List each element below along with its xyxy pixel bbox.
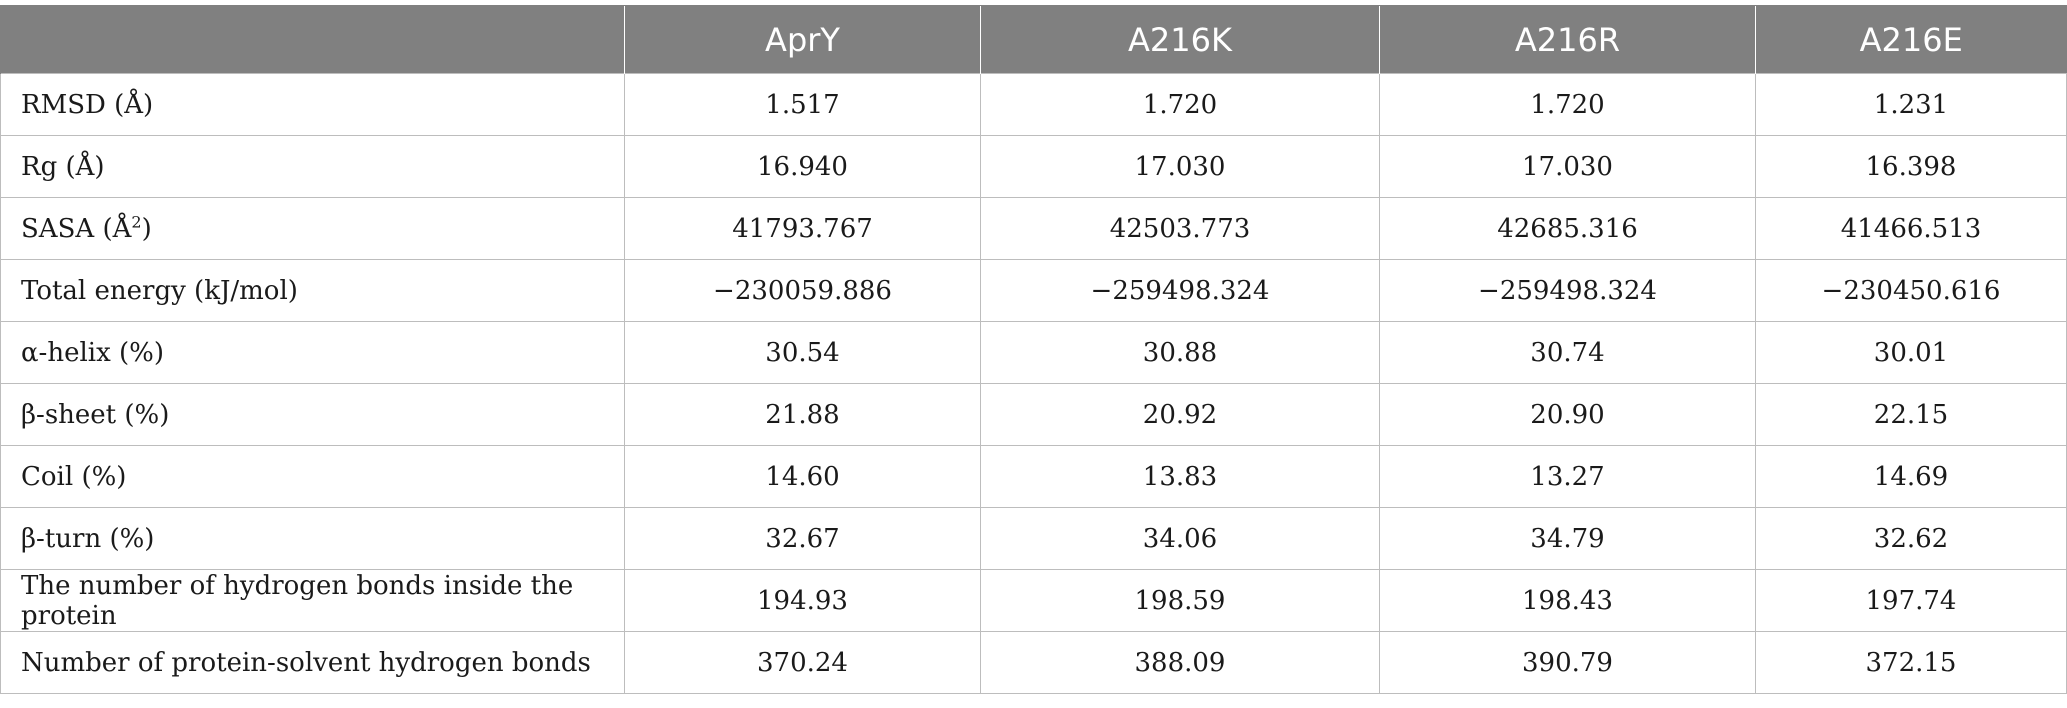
cell-value: −259498.324 bbox=[1379, 259, 1756, 322]
row-label: α-helix (%) bbox=[0, 321, 625, 384]
md-properties-table: AprY A216K A216R A216E RMSD (Å) 1.517 1.… bbox=[0, 5, 2067, 694]
cell-value: 30.54 bbox=[624, 321, 981, 384]
cell-value: 30.01 bbox=[1755, 321, 2067, 384]
data-table-container: AprY A216K A216R A216E RMSD (Å) 1.517 1.… bbox=[0, 5, 2067, 694]
cell-value: −230450.616 bbox=[1755, 259, 2067, 322]
table-row-total-energy: Total energy (kJ/mol) −230059.886 −25949… bbox=[0, 259, 2067, 322]
cell-value: 198.59 bbox=[980, 569, 1380, 632]
table-row-beta-turn: β-turn (%) 32.67 34.06 34.79 32.62 bbox=[0, 507, 2067, 570]
cell-value: 20.90 bbox=[1379, 383, 1756, 446]
row-label: β-sheet (%) bbox=[0, 383, 625, 446]
cell-value: 17.030 bbox=[1379, 135, 1756, 198]
cell-value: 22.15 bbox=[1755, 383, 2067, 446]
cell-value: 21.88 bbox=[624, 383, 981, 446]
row-label: SASA (Å2) bbox=[0, 197, 625, 260]
row-label: RMSD (Å) bbox=[0, 73, 625, 136]
table-header-row: AprY A216K A216R A216E bbox=[0, 5, 2067, 74]
header-a216k: A216K bbox=[980, 5, 1380, 74]
header-apry: AprY bbox=[624, 5, 981, 74]
cell-value: 13.83 bbox=[980, 445, 1380, 508]
cell-value: 20.92 bbox=[980, 383, 1380, 446]
cell-value: 1.231 bbox=[1755, 73, 2067, 136]
header-empty bbox=[0, 5, 625, 74]
cell-value: 370.24 bbox=[624, 631, 981, 694]
cell-value: 30.74 bbox=[1379, 321, 1756, 384]
row-label-superscript: 2 bbox=[131, 211, 142, 231]
cell-value: 16.398 bbox=[1755, 135, 2067, 198]
cell-value: 1.517 bbox=[624, 73, 981, 136]
cell-value: 197.74 bbox=[1755, 569, 2067, 632]
cell-value: 14.60 bbox=[624, 445, 981, 508]
row-label: Total energy (kJ/mol) bbox=[0, 259, 625, 322]
cell-value: −259498.324 bbox=[980, 259, 1380, 322]
cell-value: 372.15 bbox=[1755, 631, 2067, 694]
cell-value: 41466.513 bbox=[1755, 197, 2067, 260]
cell-value: 1.720 bbox=[980, 73, 1380, 136]
row-label-main: SASA (Å bbox=[21, 213, 132, 244]
cell-value: 41793.767 bbox=[624, 197, 981, 260]
row-label: Coil (%) bbox=[0, 445, 625, 508]
cell-value: 32.62 bbox=[1755, 507, 2067, 570]
cell-value: 30.88 bbox=[980, 321, 1380, 384]
table-row-coil: Coil (%) 14.60 13.83 13.27 14.69 bbox=[0, 445, 2067, 508]
cell-value: −230059.886 bbox=[624, 259, 981, 322]
row-label: The number of hydrogen bonds inside the … bbox=[0, 569, 625, 632]
row-label: Rg (Å) bbox=[0, 135, 625, 198]
cell-value: 194.93 bbox=[624, 569, 981, 632]
table-row-alpha-helix: α-helix (%) 30.54 30.88 30.74 30.01 bbox=[0, 321, 2067, 384]
cell-value: 16.940 bbox=[624, 135, 981, 198]
row-label: Number of protein-solvent hydrogen bonds bbox=[0, 631, 625, 694]
cell-value: 34.79 bbox=[1379, 507, 1756, 570]
table-row-sasa: SASA (Å2) 41793.767 42503.773 42685.316 … bbox=[0, 197, 2067, 260]
cell-value: 198.43 bbox=[1379, 569, 1756, 632]
cell-value: 32.67 bbox=[624, 507, 981, 570]
header-a216r: A216R bbox=[1379, 5, 1756, 74]
cell-value: 17.030 bbox=[980, 135, 1380, 198]
cell-value: 42503.773 bbox=[980, 197, 1380, 260]
row-label-end: ) bbox=[141, 213, 152, 244]
row-label: β-turn (%) bbox=[0, 507, 625, 570]
table-row-beta-sheet: β-sheet (%) 21.88 20.92 20.90 22.15 bbox=[0, 383, 2067, 446]
table-row-hbonds-inside: The number of hydrogen bonds inside the … bbox=[0, 569, 2067, 632]
cell-value: 34.06 bbox=[980, 507, 1380, 570]
cell-value: 390.79 bbox=[1379, 631, 1756, 694]
header-a216e: A216E bbox=[1755, 5, 2067, 74]
table-row-rmsd: RMSD (Å) 1.517 1.720 1.720 1.231 bbox=[0, 73, 2067, 136]
cell-value: 14.69 bbox=[1755, 445, 2067, 508]
table-row-hbonds-solvent: Number of protein-solvent hydrogen bonds… bbox=[0, 631, 2067, 694]
cell-value: 42685.316 bbox=[1379, 197, 1756, 260]
cell-value: 13.27 bbox=[1379, 445, 1756, 508]
table-row-rg: Rg (Å) 16.940 17.030 17.030 16.398 bbox=[0, 135, 2067, 198]
cell-value: 1.720 bbox=[1379, 73, 1756, 136]
cell-value: 388.09 bbox=[980, 631, 1380, 694]
